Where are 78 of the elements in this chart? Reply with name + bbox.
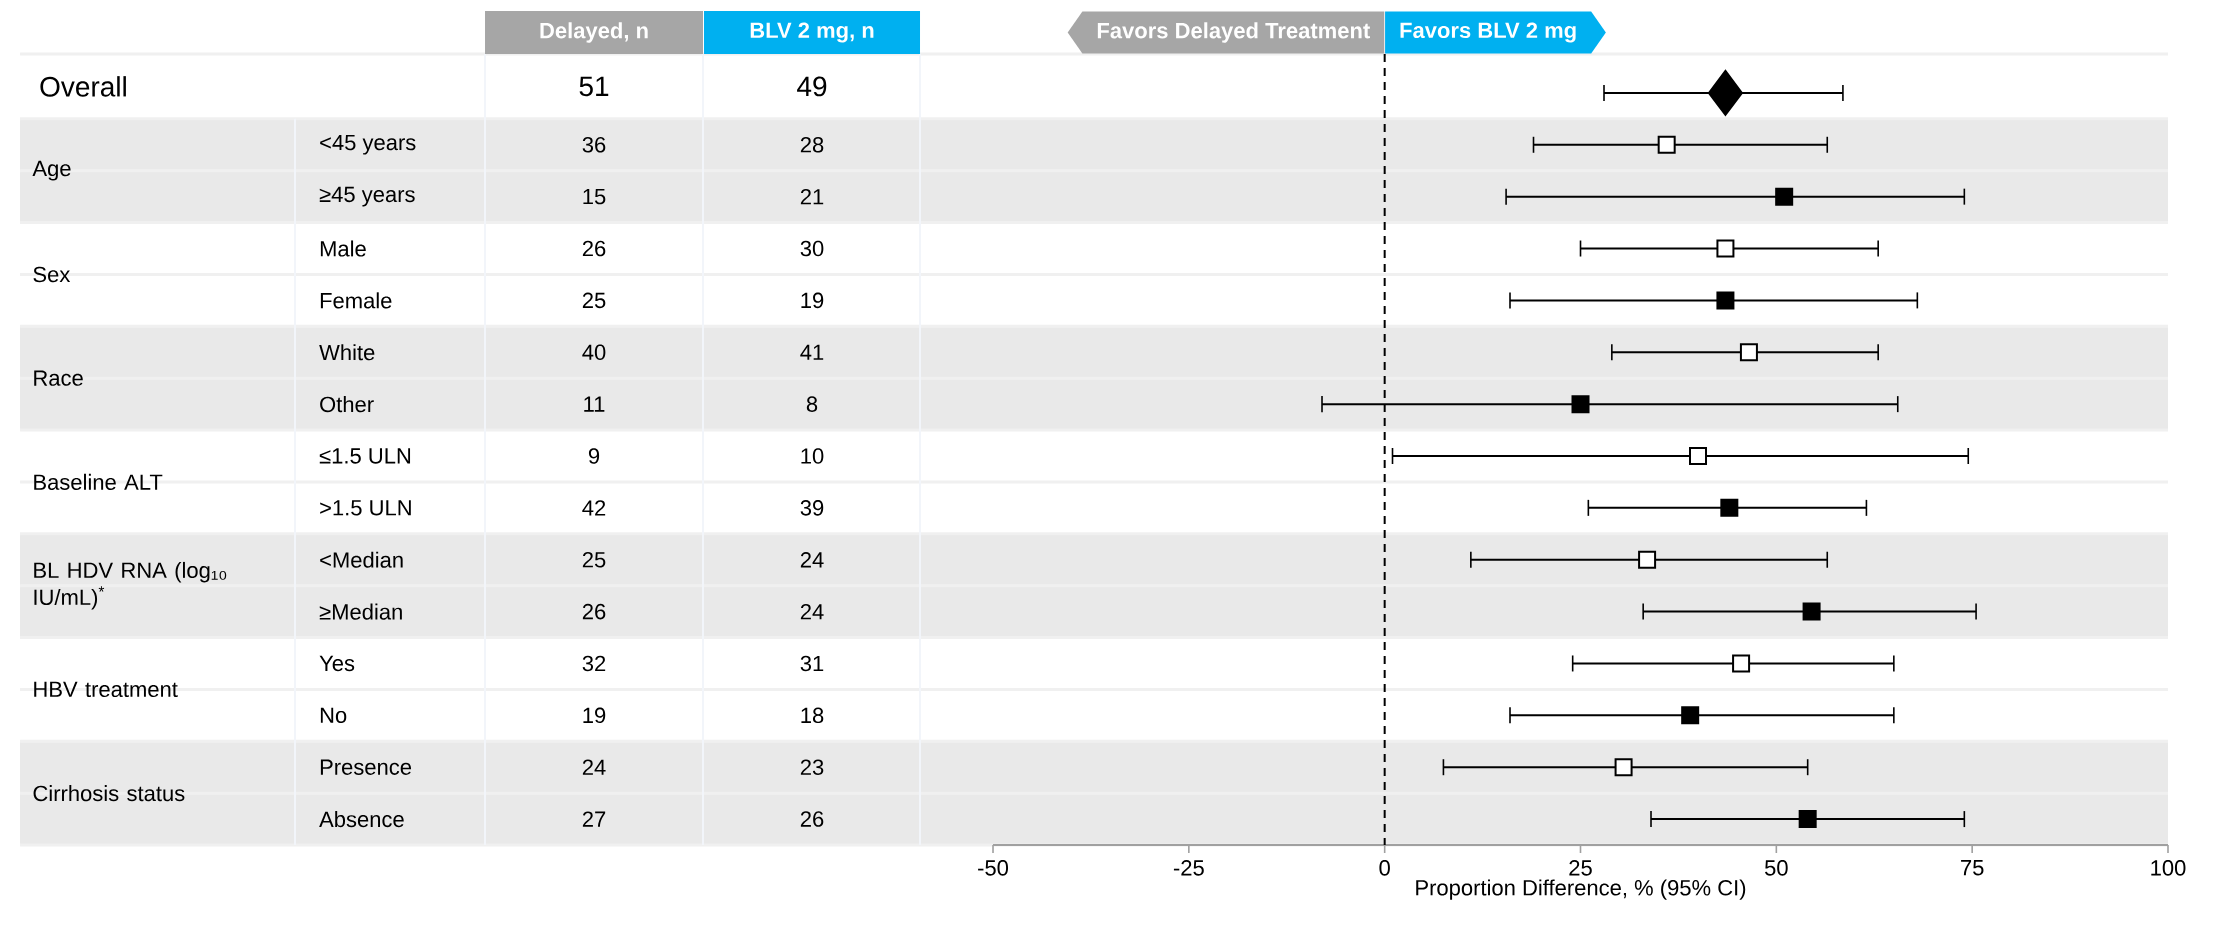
data-label: 21 [800,188,824,205]
x-tick-label: 100 [2151,860,2186,876]
data-label: 49 [797,76,827,97]
x-tick-label: 25 [1569,860,1592,876]
point [1707,69,1743,116]
data-label: 39 [800,500,824,516]
x-tick-label: 0 [1379,860,1390,876]
text: Age [32,160,71,181]
text: Baseline ALT [34,473,163,490]
text: Delayed, n [540,22,648,43]
category-label: Yes [319,655,355,672]
data-label: 26 [582,240,606,257]
data-label: 19 [801,292,824,309]
point [1716,239,1735,258]
data-label: 24 [582,759,606,775]
data-label: 23 [800,759,824,775]
category-label: Other [320,396,374,413]
data-label: 42 [582,500,606,516]
category-label: ≥Median [319,603,402,620]
category-label: >1.5 ULN [320,500,411,516]
point [1614,758,1633,777]
data-label: 10 [801,448,824,464]
x-axis-title: Proportion Difference, % (95% CI) [1416,879,1746,900]
data-label: 32 [582,655,606,672]
data-label: 11 [584,396,605,412]
text: Sex [33,266,71,283]
point [1775,187,1794,206]
data-label: 19 [583,707,606,724]
data-label: 36 [582,137,606,153]
x-tick-label: 50 [1764,860,1788,876]
data-label: 26 [582,603,606,620]
data-label: 28 [800,137,824,153]
category-label: Absence [319,810,404,828]
data-label: 8 [806,396,818,412]
point [1802,602,1821,621]
text: BL HDV RNA (log₁₀ IU/mL)$^{*}$ [34,561,227,610]
data-label: 9 [588,448,600,464]
data-label: 51 [579,76,609,97]
category-label: <Median [320,551,403,568]
data-label: 25 [582,292,606,309]
text: Favors Delayed Treatment [1097,22,1370,43]
category-label: Male [320,240,366,257]
data-label: 24 [800,552,824,568]
data-label: 40 [582,344,606,361]
point [1798,810,1817,829]
x-tick-label: 75 [1961,860,1984,876]
category-label: Presence [320,759,412,775]
text: BLV 2 mg, n [750,22,874,43]
category-label: No [320,707,347,724]
data-label: 26 [800,811,824,827]
point [1638,550,1657,569]
category-label: <45 years [320,134,416,155]
category-label: White [319,344,375,361]
category-label: ≤1.5 ULN [319,448,411,464]
data-label: 30 [800,240,824,257]
point [1732,654,1751,673]
text: Favors BLV 2 mg [1400,22,1576,43]
data-label: 25 [582,551,606,568]
data-label: 31 [800,655,824,672]
x-tick-label: -50 [978,860,1009,876]
text: Race [34,370,83,386]
point [1739,343,1758,362]
point [1716,291,1735,310]
text: Cirrhosis status [33,785,185,802]
data-label: 15 [583,188,606,205]
category-label: ≥45 years [319,186,415,207]
text: HBV treatment [34,681,178,698]
data-label: 41 [800,344,824,360]
x-tick-label: -25 [1173,860,1204,876]
point [1720,498,1739,517]
point [1571,395,1590,414]
data-label: 27 [582,811,606,827]
point [1657,135,1676,154]
category-label: Female [320,292,392,309]
point [1681,706,1700,725]
data-label: 24 [800,603,824,620]
data-label: 18 [801,707,824,724]
category-label: Overall [40,76,126,97]
